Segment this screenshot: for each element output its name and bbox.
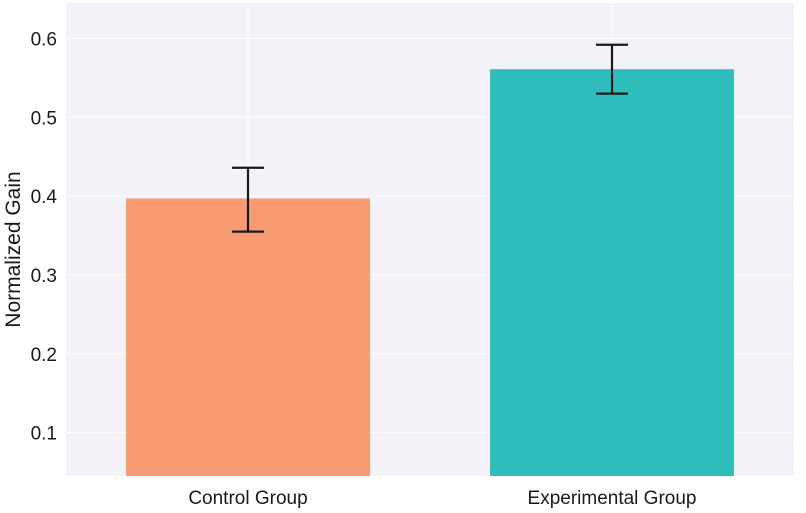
y-tick-label: 0.6: [31, 29, 57, 50]
bars: [126, 69, 734, 477]
y-tick-label: 0.1: [31, 424, 57, 445]
bar-experimental-group: [490, 69, 734, 476]
x-tick-label: Control Group: [188, 488, 307, 509]
error-bar-control-group: [232, 166, 264, 233]
error-bars: [232, 43, 628, 233]
y-axis-label: Normalized Gain: [2, 171, 25, 327]
y-tick-label: 0.4: [31, 187, 58, 208]
x-tick-labels: Control Group Experimental Group: [188, 488, 696, 509]
x-tick-label: Experimental Group: [528, 488, 697, 509]
y-tick-label: 0.5: [31, 108, 57, 129]
y-tick-label: 0.2: [31, 345, 57, 366]
y-tick-label: 0.3: [31, 266, 57, 287]
bar-control-group: [126, 198, 370, 477]
y-tick-labels: 0.1 0.2 0.3 0.4 0.5 0.6: [31, 29, 58, 444]
error-bar-experimental-group: [596, 43, 628, 95]
